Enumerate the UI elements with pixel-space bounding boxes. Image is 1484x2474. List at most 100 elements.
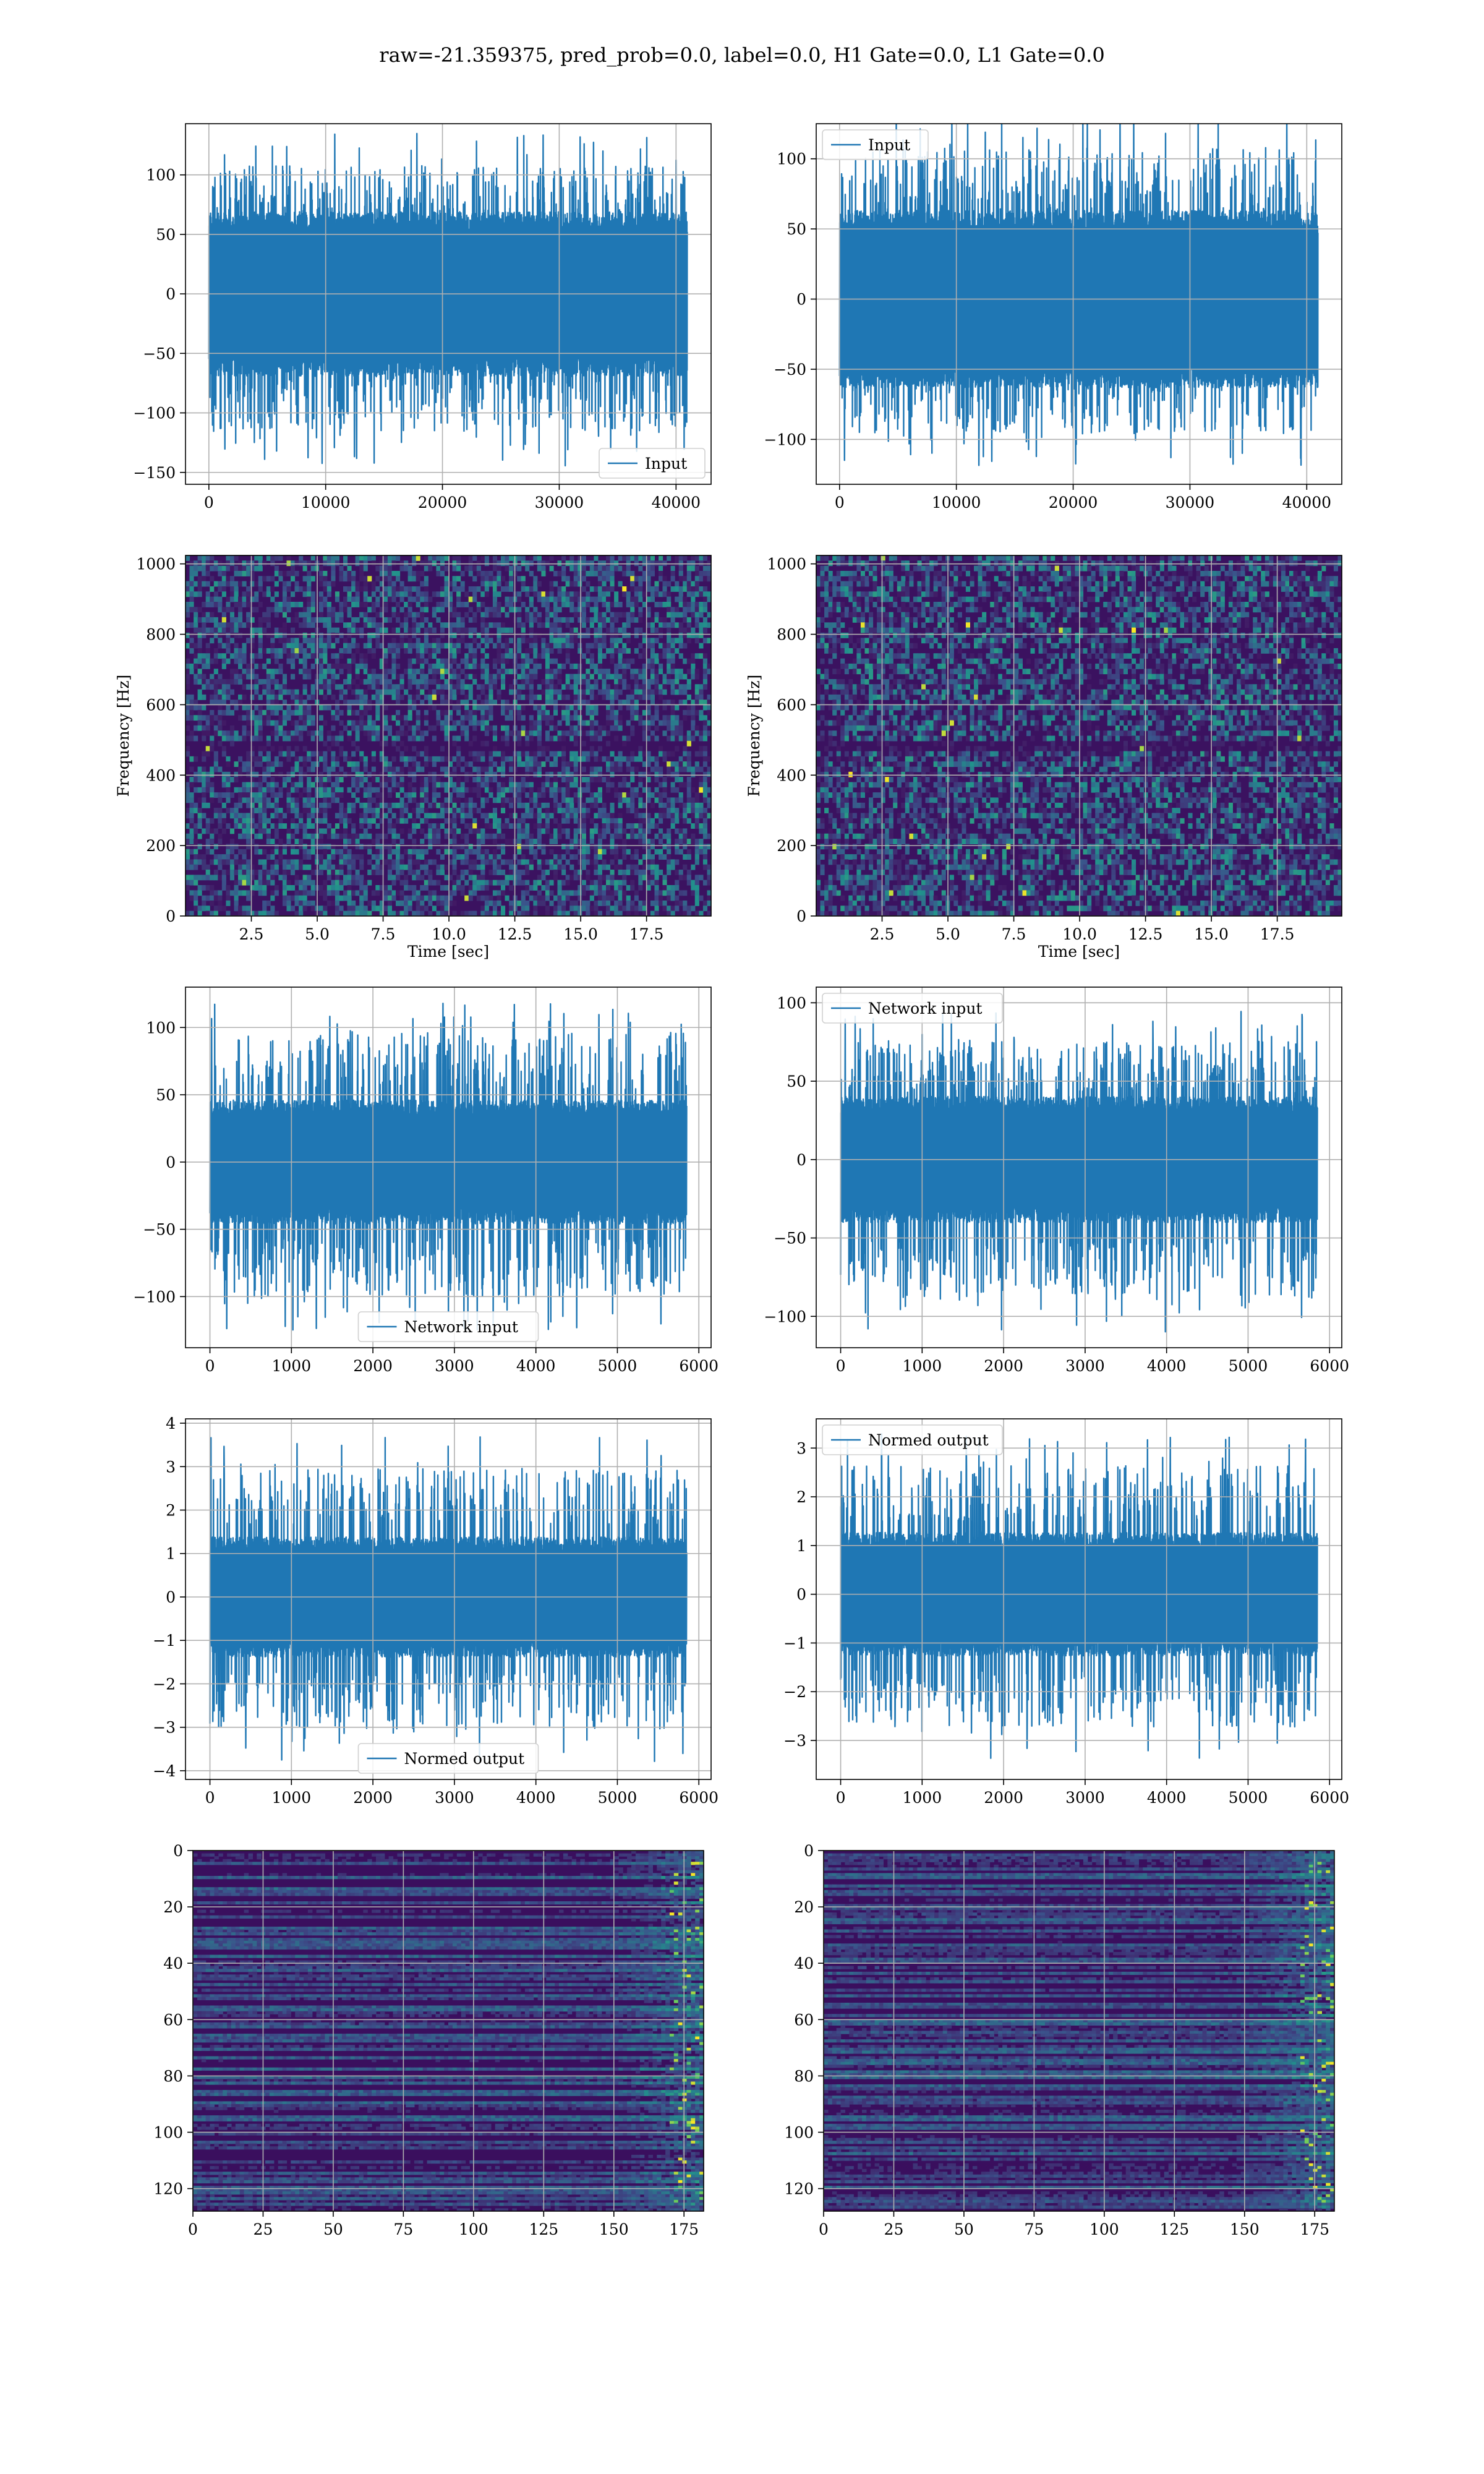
x-tick-label: 125 (529, 2220, 558, 2238)
y-tick-label: 60 (163, 2011, 183, 2029)
y-tick-label: −100 (133, 1288, 176, 1306)
x-tick-label: 50 (323, 2220, 343, 2238)
x-tick-label: 150 (599, 2220, 629, 2238)
x-tick-label: 100 (1090, 2220, 1119, 2238)
axes-frame (816, 555, 1342, 917)
y-tick-label: 100 (784, 2123, 814, 2141)
legend-label: Network input (868, 999, 982, 1017)
x-tick-label: 75 (393, 2220, 413, 2238)
legend-label: Input (645, 455, 687, 473)
legend-label: Network input (404, 1318, 518, 1336)
x-tick-label: 5.0 (305, 925, 330, 943)
x-tick-label: 4000 (1147, 1357, 1187, 1375)
y-tick-label: 2 (166, 1502, 176, 1520)
legend: Normed output (357, 1743, 539, 1774)
y-tick-label: 3 (796, 1439, 806, 1457)
x-tick-label: 1000 (903, 1789, 942, 1807)
axes-frame (185, 987, 712, 1348)
x-tick-label: 1000 (903, 1357, 942, 1375)
x-tick-label: 175 (1300, 2220, 1329, 2238)
y-tick-label: 100 (146, 166, 176, 184)
y-tick-label: −2 (783, 1683, 806, 1701)
x-tick-label: 3000 (1065, 1789, 1105, 1807)
y-tick-label: 50 (156, 1086, 176, 1104)
axes-frame (816, 123, 1342, 485)
x-tick-label: 2000 (353, 1789, 393, 1807)
plot-area (816, 555, 1342, 916)
axes-frame (192, 1850, 704, 2212)
plot-area (840, 1433, 1318, 1759)
y-tick-label: 600 (777, 696, 806, 714)
x-tick-label: 40000 (652, 494, 701, 511)
x-tick-label: 1000 (272, 1789, 312, 1807)
x-axis-label: Time [sec] (407, 943, 489, 961)
series-line-input (838, 124, 1319, 466)
heatmap-cells (816, 555, 1342, 916)
y-tick-label: 400 (777, 766, 806, 784)
x-tick-label: 175 (669, 2220, 699, 2238)
y-tick-label: 0 (796, 291, 806, 309)
legend-box (357, 1743, 539, 1774)
x-tick-label: 17.5 (629, 925, 664, 943)
y-tick-label: −50 (774, 1230, 806, 1248)
x-tick-label: 10.0 (1062, 925, 1097, 943)
y-tick-label: 3 (166, 1458, 176, 1476)
y-tick-label: 0 (796, 1586, 806, 1604)
plot-area (193, 1851, 704, 2211)
y-tick-label: 1000 (767, 555, 806, 573)
y-tick-label: 40 (794, 1954, 814, 1972)
x-axis-label: Time [sec] (1038, 943, 1120, 961)
y-tick-label: −3 (153, 1719, 176, 1737)
y-tick-label: −4 (153, 1762, 176, 1780)
x-tick-label: 5000 (1229, 1357, 1268, 1375)
x-tick-label: 0 (205, 1357, 215, 1375)
y-tick-label: −1 (153, 1632, 176, 1650)
x-tick-label: 150 (1230, 2220, 1260, 2238)
y-tick-label: 120 (784, 2180, 814, 2198)
x-tick-label: 10000 (301, 494, 351, 511)
y-tick-label: 20 (163, 1898, 183, 1916)
x-tick-label: 3000 (1065, 1357, 1105, 1375)
y-tick-label: 40 (163, 1954, 183, 1972)
y-tick-label: 0 (804, 1842, 814, 1860)
x-tick-label: 10000 (932, 494, 981, 511)
x-tick-label: 6000 (1310, 1357, 1349, 1375)
x-tick-label: 2000 (353, 1357, 393, 1375)
y-tick-label: 4 (166, 1415, 176, 1432)
x-tick-label: 0 (204, 494, 214, 511)
legend: Normed output (822, 1424, 1003, 1455)
x-tick-label: 2000 (984, 1789, 1023, 1807)
x-tick-label: 20000 (1049, 494, 1098, 511)
x-tick-label: 30000 (1166, 494, 1215, 511)
y-tick-label: 100 (777, 150, 806, 168)
plot-area (824, 1851, 1334, 2211)
y-tick-label: 100 (777, 994, 806, 1012)
legend: Input (599, 448, 706, 479)
series-line-network-input (209, 1003, 688, 1331)
x-tick-label: 12.5 (498, 925, 532, 943)
x-tick-label: 6000 (1310, 1789, 1349, 1807)
x-tick-label: 5000 (1229, 1789, 1268, 1807)
y-tick-label: 0 (166, 1588, 176, 1606)
heatmap-cells (186, 555, 711, 916)
legend-box (822, 1424, 1003, 1455)
x-tick-label: 0 (836, 1357, 846, 1375)
legend-box (822, 993, 1003, 1024)
x-tick-label: 2.5 (870, 925, 895, 943)
legend-box (599, 448, 706, 479)
y-tick-label: 0 (796, 907, 806, 925)
x-tick-label: 7.5 (371, 925, 396, 943)
axes-frame (185, 1418, 712, 1780)
y-tick-label: −3 (783, 1732, 806, 1750)
y-tick-label: 600 (146, 696, 176, 714)
y-tick-label: 80 (794, 2067, 814, 2085)
y-tick-label: 400 (146, 766, 176, 784)
legend-label: Normed output (404, 1750, 525, 1768)
plot-area (186, 555, 711, 916)
legend: Network input (357, 1311, 539, 1342)
